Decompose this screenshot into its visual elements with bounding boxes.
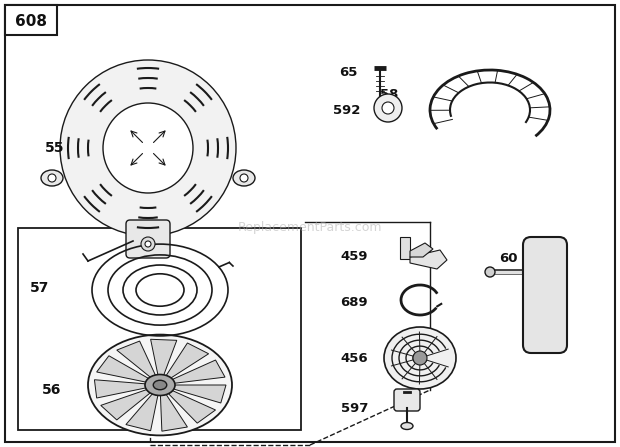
Circle shape bbox=[374, 94, 402, 122]
Polygon shape bbox=[151, 339, 177, 375]
Circle shape bbox=[103, 103, 193, 193]
Bar bbox=[400, 237, 410, 259]
Text: 689: 689 bbox=[340, 295, 368, 308]
Polygon shape bbox=[97, 356, 148, 382]
Polygon shape bbox=[126, 394, 158, 431]
Polygon shape bbox=[117, 341, 156, 377]
Text: 597: 597 bbox=[340, 401, 368, 414]
Circle shape bbox=[240, 174, 248, 182]
Ellipse shape bbox=[384, 327, 456, 389]
Ellipse shape bbox=[153, 380, 167, 390]
Polygon shape bbox=[410, 250, 447, 269]
Ellipse shape bbox=[41, 170, 63, 186]
Text: 56: 56 bbox=[42, 383, 61, 397]
Circle shape bbox=[141, 237, 155, 251]
Text: 456: 456 bbox=[340, 351, 368, 364]
FancyBboxPatch shape bbox=[394, 389, 420, 411]
Circle shape bbox=[413, 351, 427, 365]
Bar bbox=[5, 5, 57, 35]
Polygon shape bbox=[174, 385, 226, 403]
Circle shape bbox=[382, 102, 394, 114]
Text: 459: 459 bbox=[340, 250, 368, 263]
Text: 608: 608 bbox=[15, 14, 47, 30]
Polygon shape bbox=[94, 380, 146, 398]
Text: 55: 55 bbox=[45, 141, 64, 155]
Polygon shape bbox=[161, 395, 187, 431]
Circle shape bbox=[60, 60, 236, 236]
Circle shape bbox=[145, 241, 151, 247]
Text: 592: 592 bbox=[332, 104, 360, 117]
Text: 65: 65 bbox=[340, 67, 358, 80]
Polygon shape bbox=[172, 360, 225, 383]
Text: 57: 57 bbox=[30, 281, 50, 295]
Polygon shape bbox=[166, 343, 208, 378]
Circle shape bbox=[48, 174, 56, 182]
Text: 60: 60 bbox=[500, 252, 518, 265]
Ellipse shape bbox=[145, 375, 175, 396]
Ellipse shape bbox=[401, 422, 413, 430]
FancyBboxPatch shape bbox=[523, 237, 567, 353]
Ellipse shape bbox=[233, 170, 255, 186]
Bar bbox=[18, 228, 301, 430]
Circle shape bbox=[485, 267, 495, 277]
FancyBboxPatch shape bbox=[126, 220, 170, 258]
Polygon shape bbox=[169, 391, 216, 423]
Polygon shape bbox=[410, 243, 433, 257]
Text: ReplacementParts.com: ReplacementParts.com bbox=[237, 222, 383, 235]
Polygon shape bbox=[101, 390, 150, 420]
Ellipse shape bbox=[88, 335, 232, 435]
Text: 58: 58 bbox=[379, 89, 398, 101]
